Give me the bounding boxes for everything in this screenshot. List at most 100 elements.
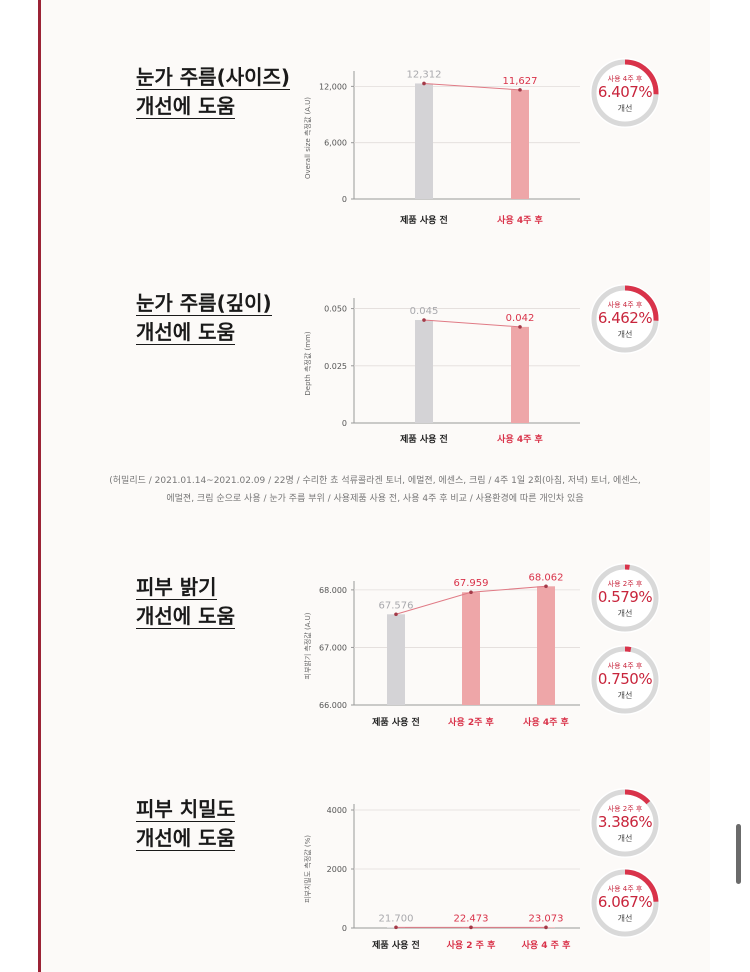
y-tick-label: 0.050 <box>324 305 347 314</box>
badge-improve-label: 개선 <box>617 330 633 339</box>
headline-wrinkle-depth: 눈가 주름(깊이) 개선에 도움 <box>136 289 272 347</box>
value-label: 0.045 <box>410 306 439 317</box>
value-label: 0.042 <box>506 313 535 324</box>
headline-line2: 개선에 도움 <box>136 826 235 851</box>
trend-point <box>394 612 398 617</box>
bar <box>462 592 480 705</box>
bar <box>511 89 529 199</box>
badge-ring <box>591 789 659 857</box>
badge-caption: 사용 4주 후 <box>607 75 643 83</box>
improvement-badge: 사용 4주 후 0.750% 개선 <box>590 645 660 715</box>
trend-line <box>423 82 521 91</box>
headline-density: 피부 치밀도 개선에 도움 <box>136 795 235 853</box>
badge-ring-progress <box>591 789 659 857</box>
headline-line1: 피부 치밀도 <box>136 797 235 822</box>
category-label: 사용 2주 후 <box>448 716 494 728</box>
improvement-badge: 사용 4주 후 6.407% 개선 <box>590 58 660 128</box>
value-label: 67.959 <box>454 578 489 589</box>
value-label: 21.700 <box>379 913 414 924</box>
value-label: 12,312 <box>407 69 442 80</box>
bar <box>537 586 555 705</box>
category-label: 사용 2 주 후 <box>447 939 497 951</box>
improvement-badge: 사용 2주 후 3.386% 개선 <box>590 788 660 858</box>
y-tick-label: 0 <box>342 924 347 933</box>
chart-density: 피부치밀도 측정값 (%) 0 2000 4000 21.700 제품 사용 전 22.47… <box>303 804 580 951</box>
headline-line2: 개선에 도움 <box>136 320 235 345</box>
page-margin-right <box>710 0 750 972</box>
trend-line <box>423 319 521 328</box>
y-tick-label: 4000 <box>327 806 347 815</box>
y-tick-label: 0 <box>342 195 347 204</box>
category-label: 제품 사용 전 <box>400 214 448 226</box>
bar <box>415 83 433 199</box>
trend-point <box>422 81 426 86</box>
study-footnote: (허밀리드 / 2021.01.14~2021.02.09 / 22명 / 수리… <box>60 472 690 508</box>
badge-percent: 6.462% <box>597 309 653 327</box>
headline-brightness: 피부 밝기 개선에 도움 <box>136 573 235 631</box>
y-axis-label: 피부밝기 측정값 (A.U) <box>303 612 312 679</box>
badge-improve-label: 개선 <box>617 914 633 923</box>
value-label: 22.473 <box>454 913 489 924</box>
y-tick-label: 66.000 <box>319 701 347 710</box>
badge-ring <box>591 869 659 937</box>
badge-caption: 사용 2주 후 <box>607 580 643 588</box>
chart-wrinkle-size: Overall size 측정값 (A.U) 0 6,000 12,000 12,312… <box>303 69 580 226</box>
category-label: 제품 사용 전 <box>400 433 448 445</box>
headline-wrinkle-size: 눈가 주름(사이즈) 개선에 도움 <box>136 63 291 121</box>
y-tick-label: 67.000 <box>319 643 347 652</box>
y-tick-label: 12,000 <box>319 82 347 91</box>
trend-point <box>469 590 473 595</box>
category-label: 사용 4주 후 <box>497 214 543 226</box>
badge-improve-label: 개선 <box>617 834 633 843</box>
badge-ring-progress <box>591 646 659 714</box>
badge-ring <box>591 646 659 714</box>
y-axis-label: Overall size 측정값 (A.U) <box>303 97 312 179</box>
improvement-badge: 사용 4주 후 6.462% 개선 <box>590 284 660 354</box>
y-axis-label: 피부치밀도 측정값 (%) <box>303 835 312 903</box>
badge-caption: 사용 4주 후 <box>607 662 643 670</box>
headline-line2: 개선에 도움 <box>136 604 235 629</box>
category-label: 제품 사용 전 <box>372 939 420 951</box>
headline-line1: 눈가 주름(깊이) <box>136 291 272 316</box>
badge-percent: 6.067% <box>597 893 653 911</box>
headline-line2: 개선에 도움 <box>136 94 235 119</box>
badge-ring-progress <box>591 285 659 353</box>
badge-ring <box>591 564 659 632</box>
chart-wrinkle-depth: Depth 측정값 (mm) 0 0.025 0.050 0.045 제품 사용 전 0.0… <box>303 298 580 445</box>
improvement-badge: 사용 4주 후 6.067% 개선 <box>590 868 660 938</box>
badge-ring-progress <box>591 869 659 937</box>
badge-percent: 0.750% <box>597 670 653 688</box>
value-label: 23.073 <box>529 913 564 924</box>
value-label: 67.576 <box>379 600 414 611</box>
badge-percent: 3.386% <box>597 813 653 831</box>
footnote-line2: 에멀젼, 크림 순으로 사용 / 눈가 주름 부위 / 사용제품 사용 전, 사… <box>166 494 584 504</box>
trend-point <box>394 925 398 930</box>
value-label: 68.062 <box>529 572 564 583</box>
trend-point <box>518 325 522 329</box>
badge-ring-progress <box>591 564 659 632</box>
trend-point <box>422 318 426 322</box>
y-tick-label: 6,000 <box>324 139 347 148</box>
bar <box>387 614 405 705</box>
category-label: 사용 4주 후 <box>497 433 543 445</box>
bar <box>511 326 529 423</box>
value-label: 11,627 <box>503 76 538 87</box>
scrollbar-thumb[interactable] <box>736 824 741 884</box>
trend-point <box>544 584 548 589</box>
y-axis-label: Depth 측정값 (mm) <box>303 331 312 395</box>
badge-improve-label: 개선 <box>617 609 633 618</box>
badge-ring <box>591 59 659 127</box>
category-label: 사용 4주 후 <box>523 716 569 728</box>
trend-point <box>469 925 473 930</box>
badge-improve-label: 개선 <box>617 691 633 700</box>
badge-caption: 사용 2주 후 <box>607 805 643 813</box>
trend-point <box>544 925 548 930</box>
badge-ring <box>591 285 659 353</box>
y-tick-label: 0 <box>342 419 347 428</box>
footnote-line1: (허밀리드 / 2021.01.14~2021.02.09 / 22명 / 수리… <box>109 476 641 486</box>
y-tick-label: 68.000 <box>319 586 347 595</box>
badge-percent: 0.579% <box>597 588 653 606</box>
badge-ring-progress <box>591 59 659 127</box>
y-tick-label: 0.025 <box>324 362 347 371</box>
chart-brightness: 피부밝기 측정값 (A.U) 66.000 67.000 68.000 67.576 제품… <box>303 572 580 728</box>
